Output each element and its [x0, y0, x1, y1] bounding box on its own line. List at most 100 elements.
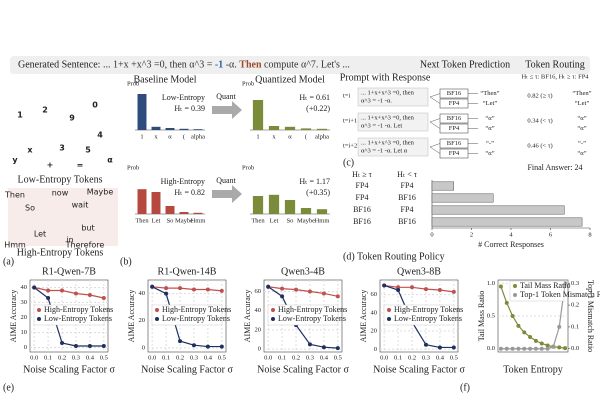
bar — [268, 126, 280, 130]
quant-arrow — [212, 101, 242, 119]
bar — [151, 192, 161, 214]
y2-axis-label: Top-1 Mismatch Ratio — [586, 280, 595, 352]
marker — [423, 342, 428, 347]
marker — [191, 287, 196, 292]
marker — [335, 294, 340, 299]
x-tick-label: So — [287, 217, 294, 224]
series-line — [34, 286, 104, 299]
quant-arrow — [212, 185, 242, 203]
y2-tick-label: 0.0 — [571, 345, 579, 352]
prompt-line: ... 1+x+x^3 =0, then — [361, 89, 415, 96]
routed-token: “α” — [577, 115, 586, 122]
x-axis-label: Noise Scaling Factor σ — [23, 364, 115, 375]
marker — [46, 296, 51, 300]
marker — [294, 287, 299, 292]
marker — [178, 286, 183, 291]
row-label: BF16 — [353, 217, 371, 226]
cloud-word: x — [27, 146, 33, 155]
series-line — [267, 286, 338, 349]
cloud-word: So — [25, 204, 35, 213]
marker — [280, 294, 285, 299]
series-line — [151, 286, 222, 348]
legend-label: High-Entropy Tokens — [162, 305, 231, 314]
marker — [164, 286, 169, 291]
time-step: t=i — [343, 92, 350, 99]
column-header: Hₜ ≥ τ — [352, 170, 373, 179]
marker — [396, 288, 401, 293]
y-tick-label: 40 — [371, 309, 378, 316]
y-tick-label: 40 — [255, 307, 262, 314]
row-label: FP4 — [401, 205, 414, 214]
x-axis-label: Noise Scaling Factor σ — [373, 364, 465, 375]
y-axis-label: AIME Accuracy — [359, 290, 368, 343]
legend-box — [151, 304, 223, 326]
x-tick-label: 4 — [509, 231, 513, 238]
bar — [431, 205, 565, 215]
marker — [437, 288, 442, 293]
format: BF16 — [447, 90, 462, 97]
y-tick-label: 40 — [21, 284, 28, 291]
legend-box — [509, 280, 565, 302]
cloud-word: 4 — [97, 131, 103, 140]
sentence-part: ... 1+x +x^3 =0, then α^3 = — [100, 60, 214, 71]
x-tick-label: 0.5 — [218, 354, 226, 361]
marker — [533, 346, 538, 351]
prompt-box — [357, 112, 429, 132]
cloud-word: 9 — [69, 114, 75, 123]
y2-tick-label: 0.1 — [571, 323, 579, 330]
annotation: (+0.22) — [306, 104, 330, 113]
x-tick-label: ( — [183, 133, 185, 140]
routing-header: Prompt with Response — [340, 72, 431, 83]
marker — [280, 286, 285, 291]
x-tick-label: 0.5 — [450, 354, 458, 361]
marker — [73, 291, 78, 296]
annotation: High-Entropy — [161, 177, 205, 186]
marker — [266, 284, 271, 289]
legend-label: High-Entropy Tokens — [44, 305, 113, 314]
row-label: FP4 — [401, 181, 414, 190]
cloud-word: = — [77, 161, 84, 170]
marker — [545, 346, 550, 351]
series-line — [33, 287, 104, 347]
prompt-line: α^3 = -1 -α. Let α — [361, 147, 408, 154]
arrow — [429, 121, 441, 129]
cloud-word: 0 — [92, 101, 98, 110]
bar — [137, 94, 147, 130]
prompt-line: ... 1+x+x^3 =0, then — [361, 114, 415, 121]
routed-token: “α” — [577, 150, 586, 157]
x-tick-label: 6 — [549, 231, 553, 238]
x-axis-label: Noise Scaling Factor σ — [141, 364, 233, 375]
x-tick-label: alpha — [191, 133, 205, 140]
row-label: BF16 — [398, 193, 416, 202]
predicted-token: “α” — [485, 125, 494, 132]
legend-label: High-Entropy Tokens — [394, 305, 463, 314]
annotation: Hₜ = 0.82 — [174, 188, 205, 197]
bar — [316, 209, 328, 214]
bar — [316, 128, 328, 130]
bar — [137, 189, 147, 214]
x-tick-label: 0.0 — [148, 354, 156, 361]
series-line — [384, 284, 454, 293]
prompt-line: ... 1+x+x^3 =0, then — [361, 139, 415, 146]
x-tick-label: 0.5 — [100, 354, 108, 361]
annotation: Hₜ = 0.39 — [174, 104, 205, 113]
routing-header: Next Token Prediction — [420, 59, 510, 70]
y-axis-label: AIME Accuracy — [243, 290, 252, 343]
bar — [165, 206, 175, 214]
bar — [300, 128, 312, 130]
bar — [179, 212, 189, 214]
x-tick-label: 0.2 — [58, 354, 66, 361]
legend-marker — [155, 308, 159, 312]
chart-title: R1-Qwen-14B — [158, 266, 217, 277]
marker — [498, 284, 503, 289]
format: FP4 — [449, 125, 460, 132]
x-tick-label: 0.4 — [320, 354, 329, 361]
routing-score: 0.82 (≥ τ) — [527, 92, 552, 99]
legend-label: Low-Entropy Tokens — [162, 314, 230, 323]
marker — [321, 345, 326, 350]
y2-tick-label: 0.2 — [571, 302, 579, 309]
x-tick-label: 0.4 — [204, 354, 213, 361]
cloud-word: but — [81, 224, 94, 233]
time-step: t=i+1 — [343, 117, 357, 124]
sentence-part: -α. — [223, 60, 239, 71]
